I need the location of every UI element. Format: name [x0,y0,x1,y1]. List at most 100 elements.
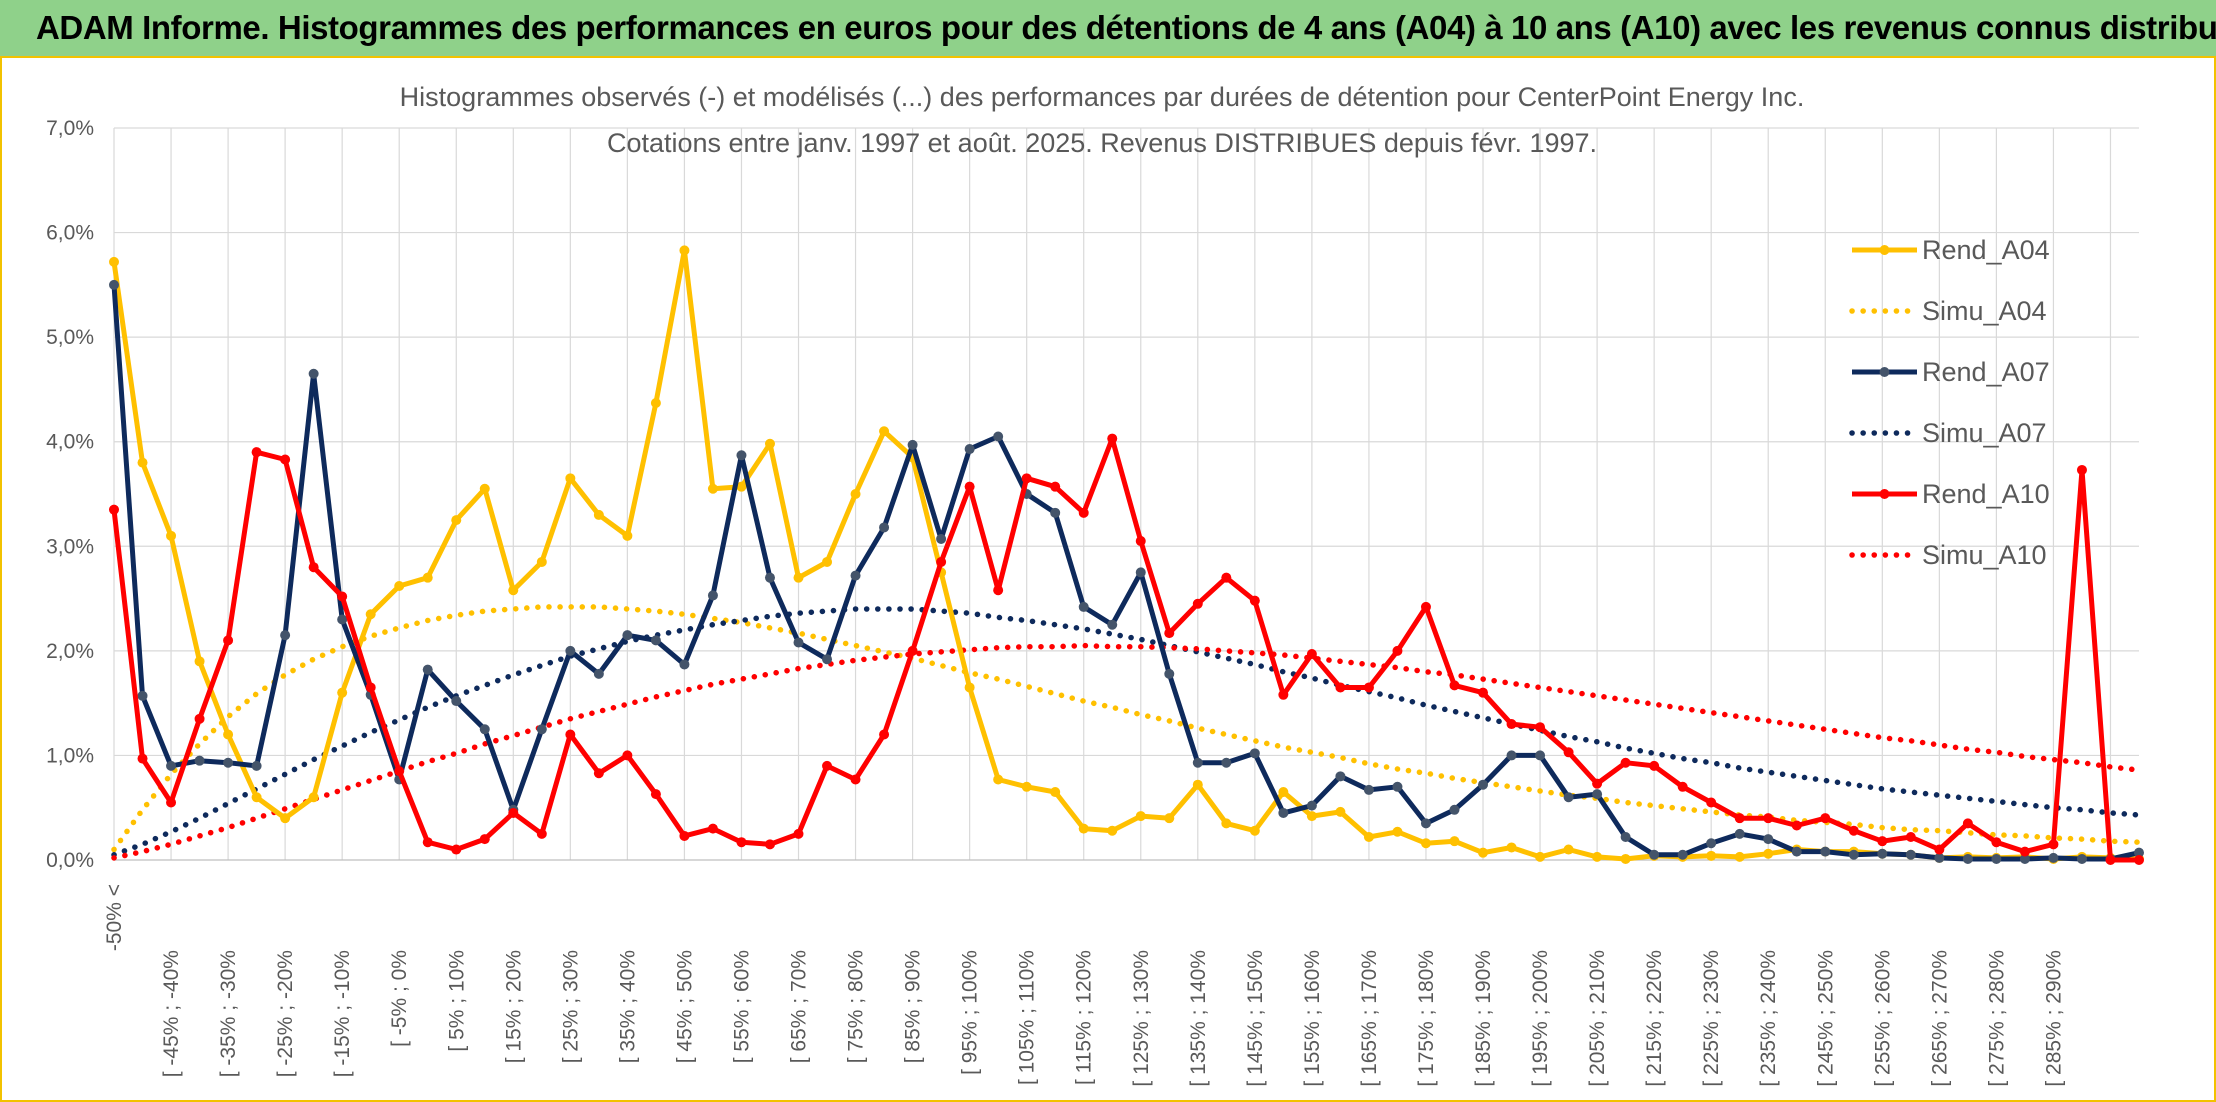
data-point [764,839,775,850]
data-point [764,572,775,583]
x-tick-label: [ 175% ; 180% [1415,950,1438,1087]
data-point [879,426,890,437]
data-point [1221,757,1232,768]
y-tick-label: 3,0% [46,535,94,558]
data-point [1107,825,1118,836]
data-point [565,473,576,484]
x-tick-label: [ 155% ; 160% [1301,950,1324,1087]
data-point [2105,855,2116,865]
data-point [479,483,490,494]
performance-histogram-chart: 0,0% 1,0% 2,0% 3,0% 4,0% 5,0% 6,0% 7,0% -50% < [… [46,82,2144,1087]
data-point [1706,797,1717,808]
x-tick-label: [ 215% ; 220% [1643,950,1666,1087]
data-point [137,753,148,764]
data-point [565,645,576,656]
data-point [536,828,547,839]
data-point [2134,855,2144,865]
y-tick-label: 7,0% [46,117,94,140]
data-point [650,398,661,409]
data-point [1535,750,1546,761]
data-point [1449,804,1460,815]
data-point [1763,834,1774,845]
data-point [1791,820,1802,831]
data-point [1335,806,1346,817]
data-point [1962,818,1973,829]
data-point [793,828,804,839]
x-tick-label: [ 45% ; 50% [673,950,696,1063]
x-tick-label: [ 5% ; 10% [445,950,468,1052]
legend-label: Simu_A04 [1922,296,2047,326]
chart-grid [113,127,2139,861]
data-point [850,489,861,499]
series-line [111,247,2140,862]
x-tick-label: [ 125% ; 130% [1130,950,1153,1087]
data-point [1478,687,1489,698]
data-point [337,687,348,698]
data-point [394,581,405,592]
data-point [1706,850,1717,861]
data-point [1706,838,1717,849]
data-point [1506,750,1517,761]
data-point [223,729,234,740]
data-point [1363,682,1374,693]
x-tick-label: [ 265% ; 270% [1928,950,1951,1087]
data-point [993,585,1004,596]
data-point [1363,831,1374,842]
data-point [422,664,433,675]
legend-marker [1879,489,1890,499]
data-point [1050,787,1061,798]
x-tick-label: [ -45% ; -40% [160,950,183,1077]
report-banner: ADAM Informe. Histogrammes des performan… [0,0,2216,58]
data-point [1592,851,1603,862]
data-point [1107,433,1118,444]
data-point [2134,847,2144,858]
data-point [622,630,633,641]
data-point [1420,601,1431,612]
data-point [251,447,262,458]
data-point [1221,572,1232,583]
data-point [1791,846,1802,857]
series-simu-a04 [111,604,2142,853]
data-point [822,760,833,771]
data-point [1649,849,1660,860]
data-point [1278,807,1289,818]
data-point [1392,645,1403,656]
data-point [1192,598,1203,609]
data-point [1563,792,1574,803]
data-point [1192,779,1203,790]
x-axis-labels: -50% < [ -45% ; -40% [ -35% ; -30% [ -25% ;… [103,884,2065,1087]
data-point [593,768,604,779]
data-point [223,757,234,768]
legend-marker [1879,245,1890,255]
data-point [2076,464,2087,475]
data-point [1620,757,1631,768]
data-point [1478,779,1489,790]
data-point [679,245,690,256]
legend-label: Rend_A04 [1922,235,2050,265]
data-point [1905,831,1916,842]
data-point [1620,831,1631,842]
data-point [422,572,433,583]
data-point [736,837,747,848]
data-point [1535,851,1546,862]
data-point [1392,826,1403,837]
data-point [1335,771,1346,782]
report-title: ADAM Informe. Histogrammes des performan… [36,9,2216,46]
data-point [337,614,348,625]
data-point [1734,813,1745,824]
x-tick-label: [ -15% ; -10% [331,950,354,1077]
data-point [907,439,918,450]
data-point [1848,825,1859,836]
data-point [1677,849,1688,860]
data-point [166,530,177,541]
data-point [308,562,319,573]
x-tick-label: [ 205% ; 210% [1586,950,1609,1087]
data-point [1478,847,1489,858]
x-tick-label: [ 55% ; 60% [730,950,753,1063]
y-tick-label: 6,0% [46,222,94,245]
data-point [194,755,205,766]
data-point [993,774,1004,785]
legend-marker [1879,367,1890,377]
legend-item: Rend_A04 [1852,235,2050,265]
data-point [451,696,462,707]
